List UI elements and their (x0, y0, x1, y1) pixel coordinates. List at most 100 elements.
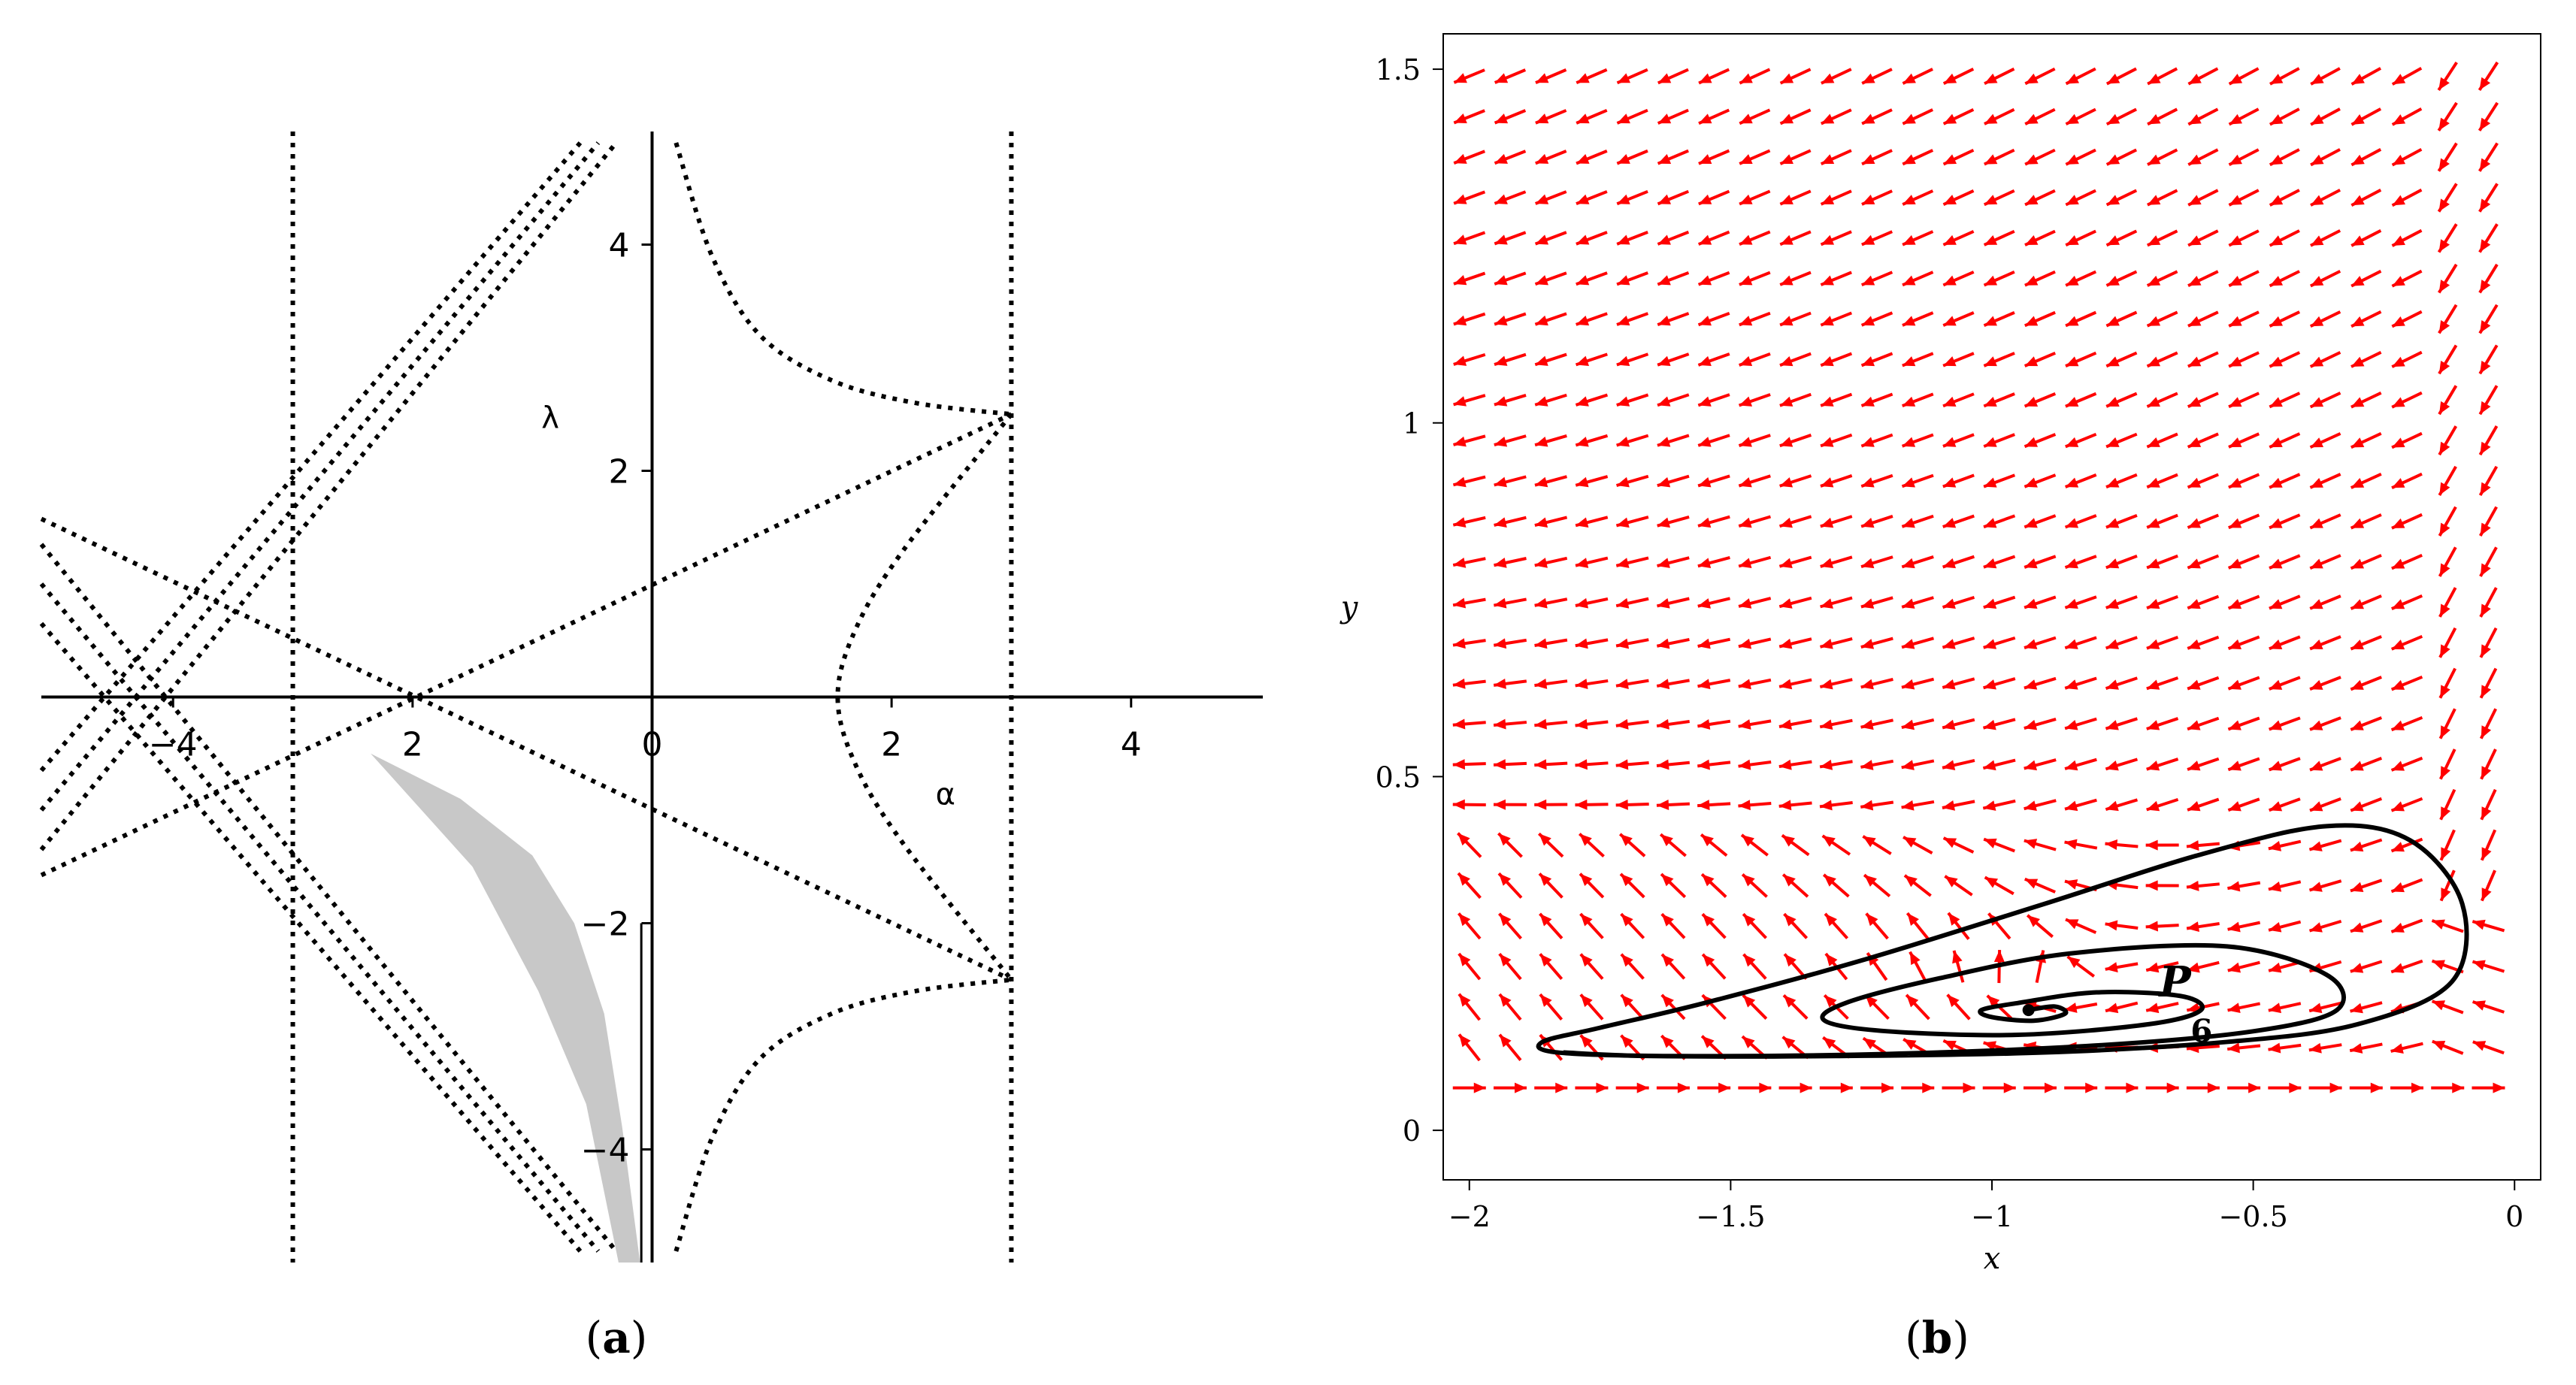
field-arrow-head (1616, 476, 1630, 488)
field-arrow (2227, 797, 2260, 812)
field-arrow (1942, 271, 1975, 287)
field-arrow (2437, 183, 2458, 213)
field-arrow-head (1860, 800, 1874, 811)
field-arrow (2269, 107, 2300, 126)
field-arrow-head (2350, 720, 2364, 730)
field-arrow (1452, 718, 1486, 730)
field-arrow (1738, 800, 1772, 811)
field-arrow-head (1514, 1082, 1527, 1093)
field-arrow (1942, 677, 1975, 690)
field-arrow-head (2432, 1041, 2446, 1051)
field-arrow-head (2228, 761, 2242, 771)
field-arrow-head (1698, 355, 1712, 367)
field-arrow (2227, 1082, 2261, 1093)
field-arrow-head (2067, 956, 2081, 969)
field-arrow-head (1661, 874, 1674, 887)
field-arrow-head (1983, 719, 1996, 730)
field-arrow (2480, 788, 2497, 821)
field-arrow-head (1821, 113, 1835, 124)
field-arrow (2478, 183, 2499, 213)
field-arrow-head (1823, 1037, 1836, 1049)
field-arrow-head (1779, 517, 1793, 528)
field-arrow (2105, 67, 2137, 86)
field-arrow (1738, 555, 1772, 568)
field-arrow-head (1779, 396, 1794, 407)
field-arrow-head (1616, 597, 1630, 609)
field-arrow (2024, 555, 2057, 569)
field-arrow-head (2392, 114, 2406, 125)
field-arrow (1778, 719, 1812, 730)
field-arrow-head (1903, 1039, 1917, 1050)
field-arrow (2065, 107, 2096, 125)
field-arrow-head (2146, 1002, 2160, 1014)
field-arrow-head (2228, 720, 2242, 730)
field-arrow-head (1983, 558, 1997, 569)
field-arrow-head (2441, 806, 2451, 820)
field-arrow (1534, 759, 1568, 770)
field-arrow-head (2493, 1082, 2505, 1093)
field-arrow (1942, 189, 1975, 206)
field-arrow (2350, 229, 2382, 247)
field-arrow-head (2187, 599, 2201, 609)
field-arrow (2146, 351, 2178, 368)
caption-b: (b) (1905, 1312, 1969, 1363)
dotted-ray-3 (39, 543, 619, 1253)
field-arrow-head (2438, 280, 2450, 293)
field-arrow (1458, 952, 1482, 981)
field-arrow (2228, 432, 2260, 449)
field-arrow-head (2392, 276, 2405, 286)
field-arrow (1576, 190, 1608, 205)
field-arrow (1942, 68, 1975, 85)
field-arrow-head (1820, 517, 1834, 528)
field-arrow (1494, 231, 1527, 246)
field-arrow (2310, 107, 2341, 126)
field-arrow-head (2065, 679, 2078, 690)
field-arrow-head (1739, 477, 1752, 488)
field-arrow (1616, 312, 1649, 326)
field-arrow (2146, 513, 2178, 529)
field-arrow-head (2269, 316, 2283, 327)
field-arrow-head (1580, 914, 1593, 927)
field-arrow-head (2480, 563, 2491, 576)
field-arrow-head (2391, 599, 2405, 609)
field-arrow (2478, 425, 2499, 456)
field-arrow-head (1983, 598, 1997, 609)
field-arrow (2187, 676, 2220, 691)
field-arrow (1616, 352, 1649, 367)
field-arrow-head (2350, 841, 2364, 852)
field-arrow-head (2310, 720, 2323, 730)
field-arrow (1983, 514, 2016, 529)
field-arrow (2228, 189, 2260, 207)
field-arrow-head (2024, 518, 2038, 528)
field-arrow-head (2350, 437, 2365, 448)
field-arrow (1534, 271, 1567, 286)
field-arrow-head (1534, 517, 1548, 528)
field-arrow (2268, 960, 2302, 973)
field-arrow-head (2480, 401, 2491, 415)
field-arrow-head (2228, 518, 2242, 528)
caption-close-paren: ) (631, 1312, 648, 1363)
field-arrow (1819, 1082, 1853, 1093)
field-arrow-head (1863, 1038, 1876, 1050)
field-arrow (2187, 229, 2219, 247)
field-arrow-head (2269, 397, 2283, 407)
field-arrow (1983, 392, 2015, 408)
field-arrow-head (2166, 1082, 2179, 1093)
field-arrow (2349, 1082, 2383, 1093)
field-arrow-head (1539, 913, 1552, 927)
field-arrow (2024, 189, 2056, 207)
field-arrow (2431, 1082, 2465, 1093)
field-arrow-head (2186, 880, 2199, 891)
field-arrow (2024, 514, 2057, 529)
field-arrow (1534, 799, 1568, 810)
field-arrow-head (1697, 517, 1712, 528)
field-arrow-head (1698, 477, 1712, 488)
field-arrow-head (1942, 719, 1956, 730)
field-arrow (2269, 676, 2301, 691)
field-arrow-head (2106, 195, 2120, 205)
field-arrow-head (1820, 719, 1833, 730)
field-arrow (1819, 800, 1853, 811)
field-arrow-head (2311, 195, 2324, 206)
field-arrow-head (1901, 760, 1915, 770)
field-arrow-head (1535, 113, 1549, 124)
